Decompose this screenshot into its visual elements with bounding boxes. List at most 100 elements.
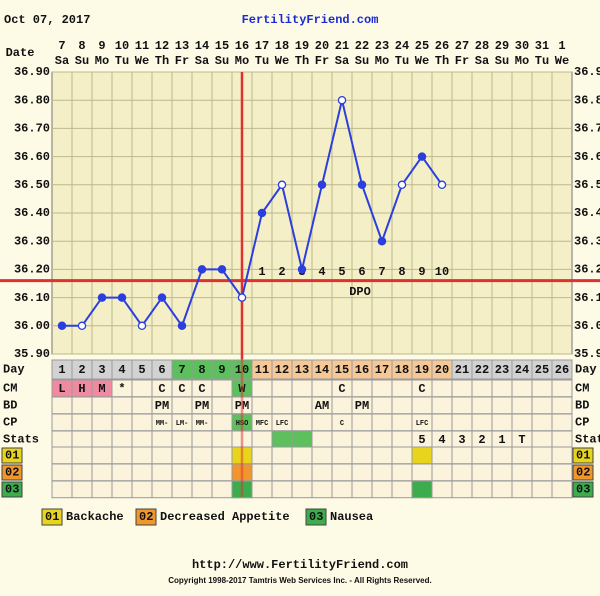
temperature-point bbox=[197, 265, 207, 274]
table-cell bbox=[191, 480, 213, 499]
cell-text: C bbox=[338, 382, 345, 396]
table-cell bbox=[291, 463, 313, 482]
table-cell bbox=[511, 413, 533, 432]
cell-text: MM- bbox=[156, 420, 169, 428]
dpo-number: 1 bbox=[258, 265, 265, 279]
table-cell bbox=[51, 480, 73, 499]
footer-url[interactable]: http://www.FertilityFriend.com bbox=[192, 558, 408, 572]
date-label: 18 bbox=[275, 39, 289, 53]
date-label: 9 bbox=[98, 39, 105, 53]
table-cell bbox=[111, 480, 133, 499]
row-label: Day bbox=[3, 363, 25, 377]
table-cell bbox=[91, 413, 113, 432]
weekday-label: Mo bbox=[515, 54, 529, 68]
date-label: 22 bbox=[355, 39, 369, 53]
table-cell bbox=[431, 446, 453, 465]
symptom-code: 03 bbox=[576, 483, 590, 497]
table-cell bbox=[151, 430, 173, 449]
table-cell bbox=[451, 379, 473, 398]
date-label: 23 bbox=[375, 39, 389, 53]
table-cell bbox=[211, 430, 233, 449]
date-label: 29 bbox=[495, 39, 509, 53]
cycle-day: 14 bbox=[315, 363, 329, 377]
table-cell bbox=[131, 430, 153, 449]
table-cell bbox=[351, 413, 373, 432]
symptom-code: 01 bbox=[5, 449, 19, 463]
table-cell bbox=[171, 480, 193, 499]
temperature-point bbox=[397, 180, 407, 190]
table-cell bbox=[471, 463, 493, 482]
table-cell bbox=[271, 463, 293, 482]
legend-box bbox=[135, 508, 157, 526]
weekday-label: Mo bbox=[95, 54, 109, 68]
weekday-label: We bbox=[415, 54, 429, 68]
cycle-day: 21 bbox=[455, 363, 469, 377]
y-tick-label-right: 36.60 bbox=[574, 150, 600, 164]
symptom-code: 01 bbox=[576, 449, 590, 463]
table-cell bbox=[351, 430, 373, 449]
dpo-number: 7 bbox=[378, 265, 385, 279]
dpo-number: 2 bbox=[278, 265, 285, 279]
cycle-day: 3 bbox=[98, 363, 105, 377]
table-cell bbox=[391, 379, 413, 398]
table-cell bbox=[51, 446, 73, 465]
weekday-label: Su bbox=[215, 54, 229, 68]
table-cell bbox=[331, 480, 353, 499]
table-cell bbox=[91, 463, 113, 482]
table-cell bbox=[251, 430, 273, 449]
weekday-label: Tu bbox=[255, 54, 269, 68]
weekday-label: Su bbox=[495, 54, 509, 68]
site-name[interactable]: FertilityFriend.com bbox=[242, 13, 379, 27]
y-tick-label: 36.10 bbox=[14, 291, 50, 305]
temperature-point bbox=[357, 180, 367, 190]
table-cell bbox=[291, 413, 313, 432]
cycle-day: 1 bbox=[58, 363, 65, 377]
table-cell bbox=[391, 463, 413, 482]
table-cell bbox=[251, 463, 273, 482]
table-cell bbox=[271, 480, 293, 499]
row-label: BD bbox=[3, 399, 17, 413]
cycle-day: 24 bbox=[515, 363, 529, 377]
table-cell bbox=[471, 396, 493, 415]
date-label: 13 bbox=[175, 39, 189, 53]
dpo-number: 4 bbox=[318, 265, 325, 279]
weekday-label: Sa bbox=[475, 54, 489, 68]
row-label-right: CM bbox=[575, 382, 589, 396]
table-cell bbox=[271, 446, 293, 465]
table-cell bbox=[491, 379, 513, 398]
y-tick-label-right: 36.30 bbox=[574, 234, 600, 248]
y-tick-label: 36.40 bbox=[14, 206, 50, 220]
table-cell bbox=[531, 480, 553, 499]
temperature-point bbox=[97, 293, 107, 302]
cycle-day: 23 bbox=[495, 363, 509, 377]
table-cell bbox=[371, 430, 393, 449]
table-cell bbox=[291, 480, 313, 499]
table-cell bbox=[271, 379, 293, 398]
table-cell bbox=[171, 446, 193, 465]
date-label: 19 bbox=[295, 39, 309, 53]
table-cell bbox=[471, 446, 493, 465]
table-cell bbox=[111, 463, 133, 482]
table-cell bbox=[151, 463, 173, 482]
copyright: Copyright 1998-2017 Tamtris Web Services… bbox=[168, 576, 432, 585]
table-cell bbox=[171, 430, 193, 449]
table-cell bbox=[471, 379, 493, 398]
table-cell bbox=[511, 396, 533, 415]
table-cell bbox=[191, 446, 213, 465]
table-cell bbox=[411, 396, 433, 415]
table-cell bbox=[71, 446, 93, 465]
weekday-label: Tu bbox=[395, 54, 409, 68]
cell-text: C bbox=[178, 382, 185, 396]
legend-label: Decreased Appetite bbox=[160, 510, 290, 524]
y-tick-label-right: 36.80 bbox=[574, 93, 600, 107]
table-cell bbox=[51, 430, 73, 449]
weekday-label: Th bbox=[295, 54, 309, 68]
row-label-box-right bbox=[572, 481, 594, 498]
symptom-code: 03 bbox=[5, 483, 19, 497]
table-cell bbox=[171, 463, 193, 482]
table-cell bbox=[51, 463, 73, 482]
date-label: Date bbox=[6, 46, 35, 60]
table-cell bbox=[371, 379, 393, 398]
weekday-label: Fr bbox=[175, 54, 189, 68]
cycle-day: 9 bbox=[218, 363, 225, 377]
